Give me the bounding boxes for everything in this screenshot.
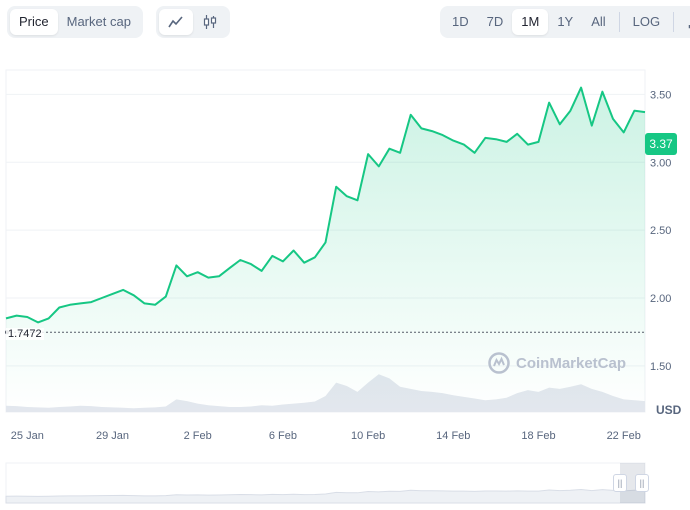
range-1y[interactable]: 1Y [557,14,574,29]
line-chart-icon[interactable] [159,9,193,35]
x-tick-label: 6 Feb [269,430,297,442]
x-tick-label: 10 Feb [351,430,385,442]
y-tick-label: 1.50 [650,361,671,373]
coinmarketcap-watermark: CoinMarketCap [488,352,626,374]
chart-mode-tabs: Price Market cap [7,6,143,38]
navigator-series [5,489,646,504]
download-icon[interactable] [678,9,690,35]
price-chart[interactable]: 1.50 2.00 2.50 3.00 3.50 25 Jan 29 Jan 2 Feb 6 F… [0,60,690,510]
y-tick-label: 3.00 [650,157,671,169]
chart-type-toggle [156,6,230,38]
x-tick-label: 2 Feb [184,430,212,442]
y-tick-label: 3.50 [650,89,671,101]
watermark-text: CoinMarketCap [516,354,627,372]
time-range-tabs: 1D 7D 1M 1Y All LOG [440,6,690,38]
x-tick-label: 14 Feb [436,430,470,442]
candlestick-icon[interactable] [193,9,227,35]
price-line [5,86,646,324]
range-1d[interactable]: 1D [452,14,469,29]
current-price-tag: 3.37 [645,133,677,155]
price-area-fill [6,87,645,412]
range-1m[interactable]: 1M [512,9,549,35]
range-7d[interactable]: 7D [486,14,504,29]
navigator-left-handle[interactable]: || [613,474,627,492]
y-tick-label: 2.00 [650,293,671,305]
x-tick-label: 25 Jan [11,430,44,442]
tab-price[interactable]: Price [10,9,58,35]
x-tick-label: 22 Feb [607,430,641,442]
coinmarketcap-logo-icon [488,352,510,374]
range-all[interactable]: All [591,14,606,29]
toolbar-divider [673,12,675,32]
currency-label: USD [656,403,682,417]
y-tick-label: 2.50 [650,225,671,237]
navigator-right-handle[interactable]: || [635,474,649,492]
open-price-label: 1.7472 [6,328,44,340]
x-tick-label: 18 Feb [521,430,555,442]
toolbar-divider [618,12,620,32]
log-scale-button[interactable]: LOG [632,14,661,29]
x-tick-label: 29 Jan [96,430,129,442]
tab-market-cap[interactable]: Market cap [66,14,131,29]
